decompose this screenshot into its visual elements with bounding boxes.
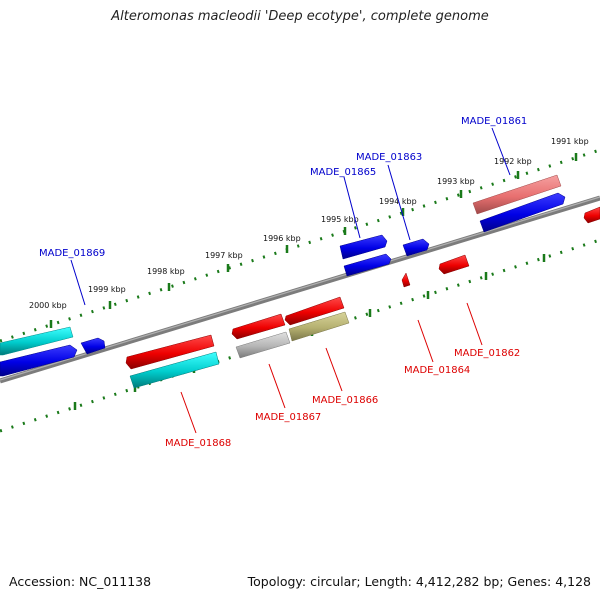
gene-label-made-01861[interactable]: MADE_01861 — [461, 116, 527, 127]
leader-line-made-01868 — [180, 391, 197, 434]
leader-line-made-01866 — [325, 347, 343, 392]
leader-lines — [70, 127, 511, 434]
gene-arrow-blue-small[interactable] — [80, 337, 106, 355]
gene-arrow-made-01865b[interactable] — [343, 253, 392, 277]
gene-arrow-made-01866[interactable] — [288, 311, 350, 342]
gene-arrow-made-01861[interactable] — [479, 192, 566, 233]
genome-backbone — [0, 195, 600, 384]
gene-arrow-made-01868-cyan[interactable] — [129, 351, 220, 389]
leader-line-made-01865 — [343, 176, 361, 239]
gene-label-made-01862[interactable]: MADE_01862 — [454, 348, 520, 359]
topology-text: Topology: circular; Length: 4,412,282 bp… — [247, 574, 591, 589]
gene-arrow-edge-red[interactable] — [583, 206, 600, 224]
gene-label-made-01864[interactable]: MADE_01864 — [404, 365, 470, 376]
kbp-label-1995: 1995 kbp — [321, 215, 359, 224]
reverse-genes — [125, 206, 600, 389]
kbp-label-1999: 1999 kbp — [88, 285, 126, 294]
gene-arrow-made-01864[interactable] — [401, 272, 411, 288]
gene-arrow-made-01867-red[interactable] — [231, 313, 286, 340]
accession-text: Accession: NC_011138 — [9, 574, 152, 589]
kbp-label-1991: 1991 kbp — [551, 137, 589, 146]
gene-label-made-01863[interactable]: MADE_01863 — [356, 152, 422, 163]
kbp-label-1997: 1997 kbp — [205, 251, 243, 260]
gene-label-made-01867[interactable]: MADE_01867 — [255, 412, 321, 423]
leader-line-made-01864 — [417, 319, 434, 363]
kbp-label-1993: 1993 kbp — [437, 177, 475, 186]
gene-label-made-01868[interactable]: MADE_01868 — [165, 438, 231, 449]
leader-line-made-01867 — [268, 363, 286, 409]
kbp-label-1996: 1996 kbp — [263, 234, 301, 243]
kbp-label-2000: 2000 kbp — [29, 301, 67, 310]
gene-arrow-made-01866-red[interactable] — [284, 296, 345, 326]
map-title: Alteromonas macleodii 'Deep ecotype', co… — [111, 9, 489, 24]
gene-label-made-01866[interactable]: MADE_01866 — [312, 395, 378, 406]
leader-line-made-01869 — [70, 259, 86, 306]
leader-line-made-01863 — [387, 164, 411, 241]
kbp-label-1994: 1994 kbp — [379, 197, 417, 206]
gene-arrow-made-01861-pink[interactable] — [472, 174, 562, 215]
kbp-label-1992: 1992 kbp — [494, 157, 532, 166]
major-ticks — [49, 153, 578, 328]
leader-line-made-01861 — [491, 127, 511, 176]
gene-label-made-01865[interactable]: MADE_01865 — [310, 167, 376, 178]
gene-arrow-made-01868[interactable] — [125, 334, 215, 370]
gene-arrow-made-01862[interactable] — [438, 254, 470, 275]
gene-arrow-made-01867[interactable] — [235, 331, 291, 359]
forward-genes — [0, 174, 566, 377]
gene-arrow-made-01865[interactable] — [339, 234, 388, 260]
leader-line-made-01862 — [466, 302, 483, 346]
gene-label-made-01869[interactable]: MADE_01869 — [39, 248, 105, 259]
gene-arrow-made-01863[interactable] — [402, 238, 430, 257]
gene-arrow-blue-fwd[interactable] — [0, 344, 78, 377]
kbp-label-1998: 1998 kbp — [147, 267, 185, 276]
gene-arrow-cyan-fwd[interactable] — [0, 326, 74, 356]
